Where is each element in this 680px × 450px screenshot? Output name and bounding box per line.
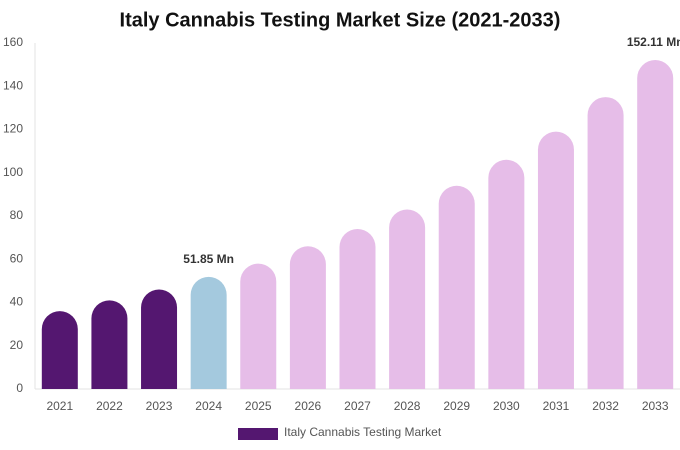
bar [587, 97, 624, 389]
bar [141, 289, 178, 389]
x-tick-label: 2028 [394, 399, 421, 413]
x-tick-label: 2033 [642, 399, 669, 413]
x-tick-label: 2025 [245, 399, 272, 413]
legend-label: Italy Cannabis Testing Market [284, 425, 442, 439]
value-label: 152.11 Mn [627, 35, 680, 49]
y-tick-label: 60 [10, 251, 24, 265]
x-tick-label: 2031 [543, 399, 570, 413]
x-tick-label: 2030 [493, 399, 520, 413]
x-tick-label: 2029 [443, 399, 470, 413]
y-tick-label: 0 [16, 381, 23, 395]
x-tick-label: 2021 [46, 399, 73, 413]
bar [41, 311, 78, 389]
bar [190, 276, 227, 389]
x-tick-label: 2024 [195, 399, 222, 413]
chart-title: Italy Cannabis Testing Market Size (2021… [120, 9, 561, 31]
x-tick-label: 2032 [592, 399, 619, 413]
bar [289, 246, 326, 389]
y-tick-label: 160 [3, 35, 23, 49]
value-label: 51.85 Mn [183, 252, 234, 266]
y-tick-label: 100 [3, 165, 23, 179]
y-tick-label: 140 [3, 78, 23, 92]
bar [438, 185, 475, 389]
x-tick-label: 2027 [344, 399, 371, 413]
y-tick-label: 120 [3, 122, 23, 136]
bar [488, 159, 525, 389]
y-tick-label: 40 [10, 295, 24, 309]
bar [389, 209, 426, 389]
x-tick-label: 2022 [96, 399, 123, 413]
legend-swatch [238, 428, 278, 440]
x-tick-label: 2023 [146, 399, 173, 413]
bar [240, 263, 277, 389]
bar [91, 300, 128, 389]
x-tick-label: 2026 [295, 399, 322, 413]
y-tick-label: 20 [10, 338, 24, 352]
bar [537, 131, 574, 389]
y-tick-label: 80 [10, 208, 24, 222]
bar [339, 228, 376, 389]
bar [637, 60, 674, 389]
